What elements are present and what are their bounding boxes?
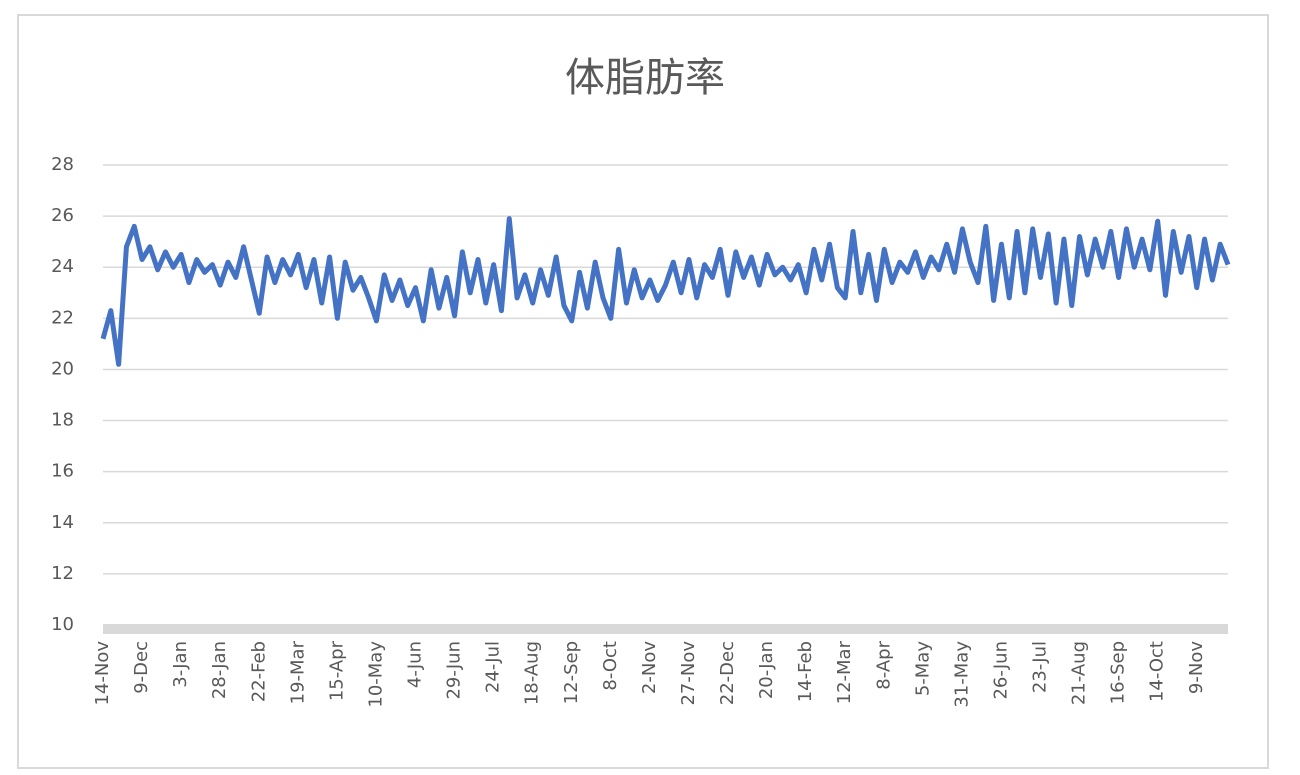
- x-tick-label: 31-May: [951, 641, 972, 708]
- x-tick-label: 19-Mar: [287, 640, 308, 704]
- y-tick-label: 20: [51, 358, 74, 379]
- x-tick-label: 23-Jul: [1030, 641, 1051, 693]
- x-tick-label: 22-Feb: [248, 641, 269, 702]
- x-tick-label: 8-Apr: [873, 640, 894, 689]
- y-tick-label: 12: [51, 563, 74, 584]
- x-tick-label: 27-Nov: [678, 641, 699, 706]
- x-tick-label: 14-Nov: [92, 641, 113, 706]
- x-tick-label: 18-Aug: [522, 641, 543, 705]
- x-tick-label: 5-May: [912, 641, 933, 697]
- x-tick-label: 14-Feb: [795, 641, 816, 702]
- x-tick-label: 2-Nov: [639, 641, 660, 694]
- y-tick-label: 22: [51, 307, 74, 328]
- y-tick-label: 14: [51, 512, 74, 533]
- x-tick-label: 24-Jul: [483, 641, 504, 693]
- x-tick-label: 4-Jun: [405, 641, 426, 688]
- x-tick-label: 9-Dec: [131, 641, 152, 694]
- y-tick-label: 10: [51, 614, 74, 635]
- x-tick-label: 3-Jan: [170, 641, 191, 688]
- x-tick-label: 20-Jan: [756, 641, 777, 699]
- chart-title: 体脂肪率: [565, 55, 725, 101]
- x-tick-label: 14-Oct: [1147, 641, 1168, 702]
- y-tick-label: 16: [51, 461, 74, 482]
- y-tick-label: 26: [51, 205, 74, 226]
- line-series: [100, 216, 1231, 367]
- x-tick-label: 8-Oct: [600, 641, 621, 691]
- x-tick-label: 9-Nov: [1186, 641, 1207, 694]
- x-tick-label: 28-Jan: [209, 641, 230, 699]
- x-tick-label: 26-Jun: [990, 641, 1011, 700]
- x-tick-label: 15-Apr: [326, 640, 347, 701]
- x-tick-label: 21-Aug: [1069, 641, 1090, 705]
- x-tick-label: 29-Jun: [444, 641, 465, 700]
- x-tick-label: 22-Dec: [717, 641, 738, 705]
- y-tick-label: 24: [51, 256, 74, 277]
- x-tick-label: 16-Sep: [1108, 641, 1129, 704]
- y-tick-label: 28: [51, 154, 74, 175]
- x-tick-label: 12-Sep: [561, 641, 582, 704]
- chart-frame: [17, 14, 1269, 769]
- y-tick-label: 18: [51, 410, 74, 431]
- x-tick-label: 12-Mar: [834, 640, 855, 704]
- x-tick-label: 10-May: [365, 641, 386, 708]
